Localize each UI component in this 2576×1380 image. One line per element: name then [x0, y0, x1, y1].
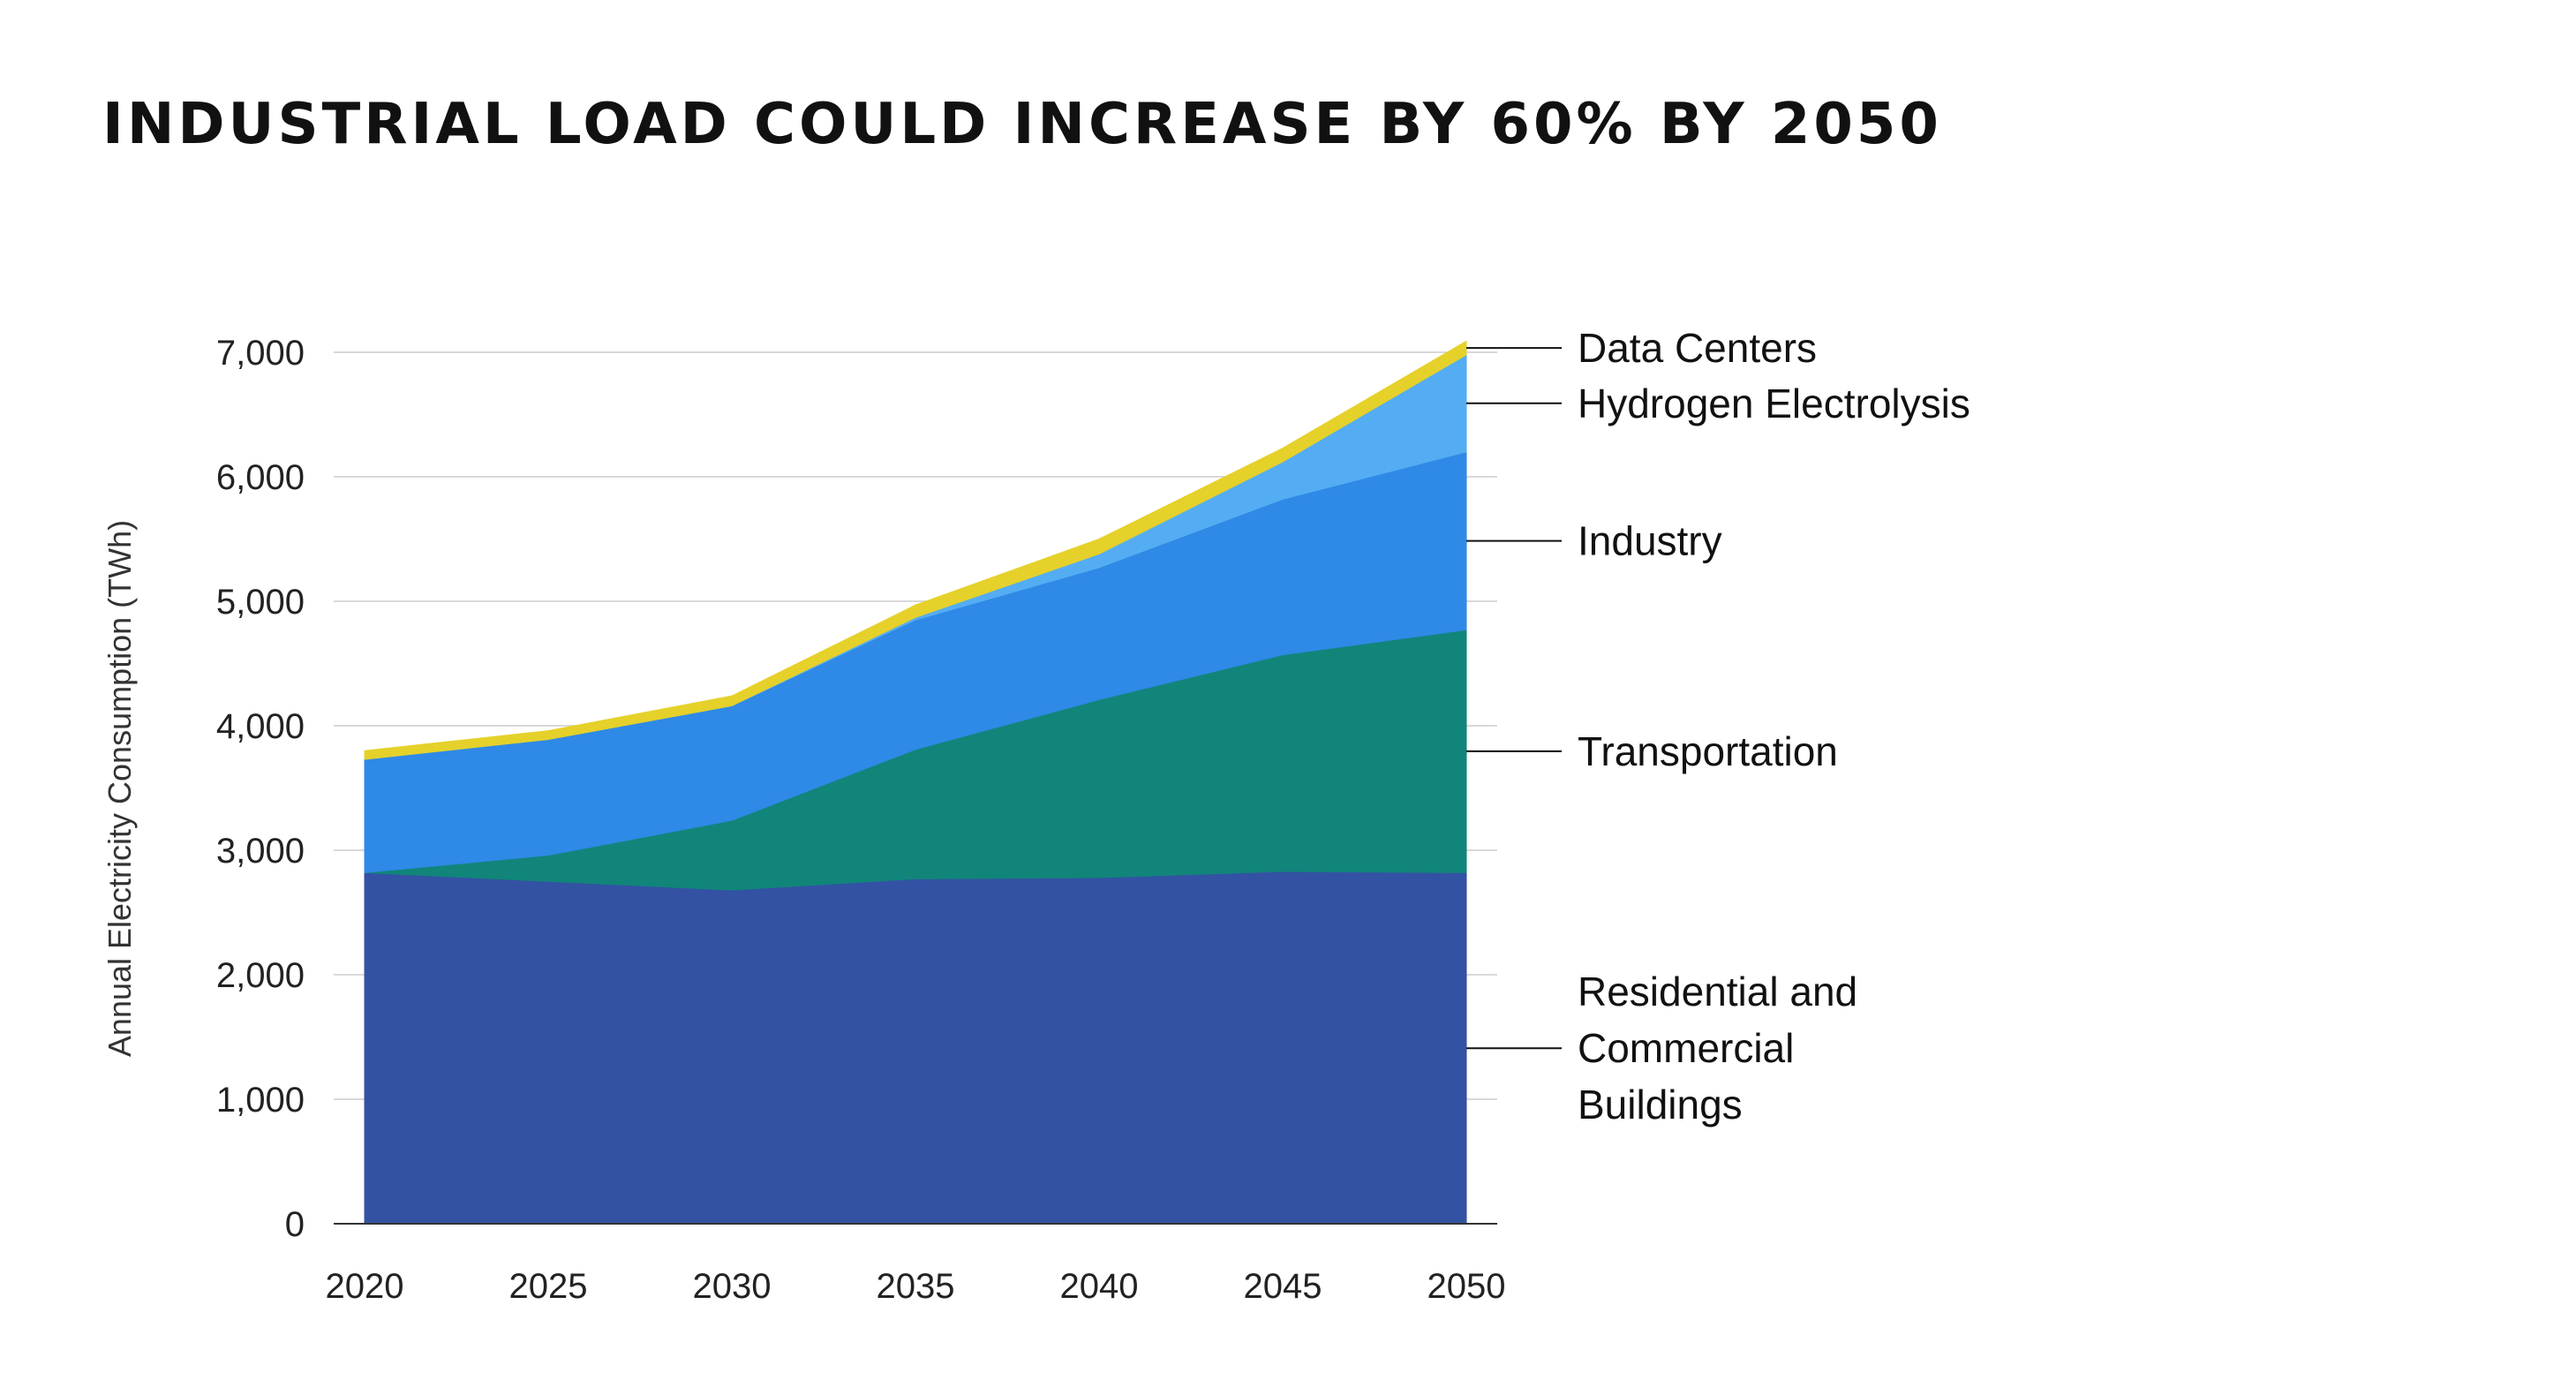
- legend-label-residential-and-commercial-buildings: Buildings: [1578, 1082, 1743, 1127]
- x-tick-label: 2040: [1060, 1267, 1139, 1306]
- y-tick-label: 4,000: [216, 707, 305, 746]
- x-tick-label: 2045: [1244, 1267, 1322, 1306]
- chart-title: INDUSTRIAL LOAD COULD INCREASE BY 60% BY…: [102, 92, 1942, 157]
- area-series: [364, 340, 1467, 1225]
- y-tick-label: 0: [285, 1205, 305, 1244]
- y-tick-label: 2,000: [216, 956, 305, 995]
- y-tick-label: 7,000: [216, 334, 305, 373]
- x-tick-label: 2025: [509, 1267, 588, 1306]
- legend-label-transportation: Transportation: [1578, 728, 1838, 774]
- legend-label-residential-and-commercial-buildings: Residential and: [1578, 969, 1857, 1014]
- legend-label-hydrogen-electrolysis: Hydrogen Electrolysis: [1578, 381, 1970, 426]
- legend-label-residential-and-commercial-buildings: Commercial: [1578, 1025, 1794, 1071]
- area-data-centers: [364, 340, 1467, 760]
- x-tick-label: 2050: [1427, 1267, 1506, 1306]
- legend-label-data-centers: Data Centers: [1578, 325, 1817, 371]
- y-tick-label: 6,000: [216, 458, 305, 497]
- y-tick-label: 5,000: [216, 583, 305, 622]
- x-tick-label: 2030: [693, 1267, 772, 1306]
- legend-labels: Data Centers Hydrogen Electrolysis Industr…: [1466, 325, 1970, 1127]
- y-tick-label: 1,000: [216, 1081, 305, 1120]
- legend-label-industry: Industry: [1578, 518, 1722, 564]
- axes: 0 1,000 2,000 3,000 4,000 5,000 6,000 7,000 2020…: [216, 334, 1506, 1306]
- y-axis-label: Annual Electricity Consumption (TWh): [102, 520, 138, 1057]
- y-tick-label: 3,000: [216, 832, 305, 871]
- x-tick-label: 2020: [326, 1267, 404, 1306]
- area-residential-and-commercial-buildings: [364, 871, 1467, 1225]
- x-tick-label: 2035: [877, 1267, 955, 1306]
